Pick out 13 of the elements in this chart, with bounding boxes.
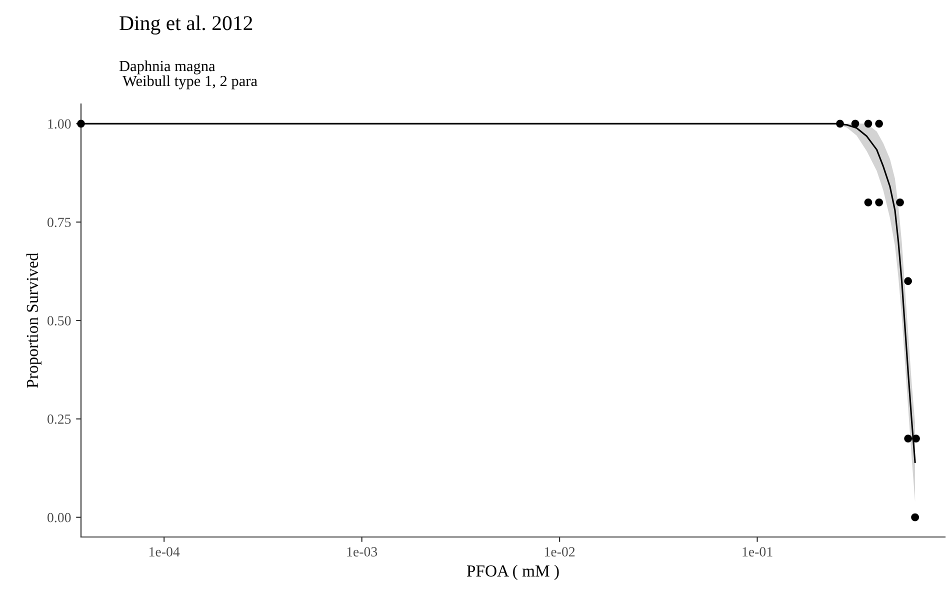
y-tick-label: 0.00 [48,512,71,522]
x-axis-title: PFOA ( mM ) [466,564,559,580]
y-axis-title: Proportion Survived [26,252,42,388]
x-tick-label: 1e-04 [150,547,180,556]
y-tick-label: 0.50 [48,316,71,326]
chart-title: Ding et al. 2012 [120,16,252,34]
x-tick-label: 1e-03 [347,547,378,556]
x-tick-label: 1e-02 [544,547,575,556]
y-tick-label: 1.00 [48,119,71,129]
y-tick-label: 0.25 [48,414,71,424]
x-tick-label: 1e-01 [742,547,772,556]
y-tick-label: 0.75 [48,218,71,228]
chart-subtitle: Daphnia magna Weibull type 1, 2 para [119,60,258,90]
